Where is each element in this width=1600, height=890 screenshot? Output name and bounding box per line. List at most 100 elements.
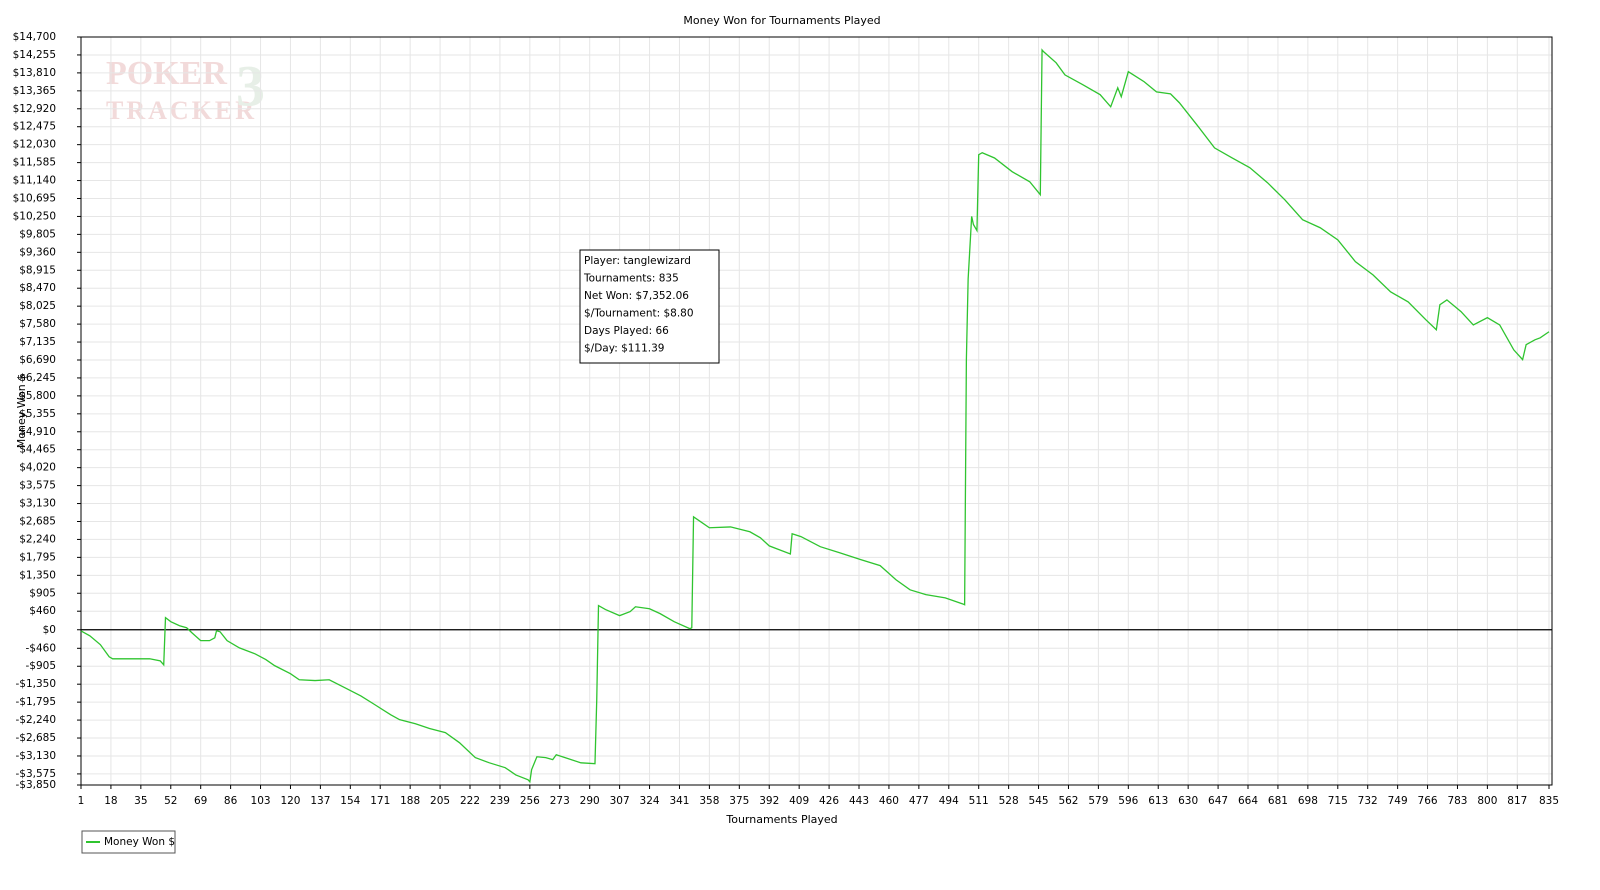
y-tick-label: $10,250 — [13, 210, 56, 222]
y-tick-label: $13,365 — [13, 85, 56, 97]
x-tick-label: 18 — [104, 795, 117, 807]
y-tick-label: $9,805 — [19, 228, 56, 240]
x-tick-label: 1 — [78, 795, 85, 807]
stats-text: Player: tanglewizard — [584, 255, 691, 267]
y-tick-label: $10,695 — [13, 192, 56, 204]
y-tick-label: $0 — [43, 624, 56, 636]
y-tick-label: $3,130 — [19, 498, 56, 510]
x-tick-label: 205 — [430, 795, 450, 807]
x-tick-label: 307 — [610, 795, 630, 807]
y-tick-label: $8,470 — [19, 282, 56, 294]
x-tick-label: 681 — [1268, 795, 1288, 807]
stats-box: Player: tanglewizard Tournaments: 835 Net … — [579, 249, 720, 364]
x-tick-label: 392 — [759, 795, 779, 807]
y-tick-label: $12,030 — [13, 139, 56, 151]
x-tick-label: 103 — [251, 795, 271, 807]
y-tick-label: -$3,850 — [15, 779, 56, 791]
x-tick-label: 562 — [1058, 795, 1078, 807]
x-axis-label: Tournaments Played — [725, 813, 837, 826]
chart-title: Money Won for Tournaments Played — [683, 14, 880, 27]
y-tick-label: $5,800 — [19, 390, 56, 402]
x-tick-label: 52 — [164, 795, 177, 807]
x-tick-label: 715 — [1328, 795, 1348, 807]
legend-label: Money Won $ — [104, 836, 175, 848]
y-tick-label: $11,585 — [13, 157, 56, 169]
y-tick-label: $6,245 — [19, 372, 56, 384]
y-tick-label: $3,575 — [19, 480, 56, 492]
x-tick-label: 324 — [640, 795, 660, 807]
x-tick-label: 35 — [134, 795, 147, 807]
x-tick-label: 528 — [999, 795, 1019, 807]
y-axis-label: Money Won $ — [15, 374, 28, 448]
y-tick-label: -$2,685 — [15, 732, 56, 744]
x-tick-label: 698 — [1298, 795, 1318, 807]
data-line — [80, 48, 1550, 784]
y-tick-label: $4,020 — [19, 462, 56, 474]
x-tick-label: 154 — [340, 795, 360, 807]
plot-frame — [80, 36, 1553, 786]
x-tick-label: 460 — [879, 795, 899, 807]
stats-text: $/Day: $111.39 — [584, 343, 664, 355]
y-tick-label: $14,255 — [13, 49, 56, 61]
x-tick-label: 137 — [310, 795, 330, 807]
x-tick-label: 86 — [224, 795, 238, 807]
y-tick-label: $7,135 — [19, 336, 56, 348]
y-tick-label: $8,025 — [19, 300, 56, 312]
x-tick-label: 749 — [1388, 795, 1408, 807]
x-tick-label: 579 — [1088, 795, 1108, 807]
x-tick-label: 664 — [1238, 795, 1258, 807]
x-tick-label: 835 — [1539, 795, 1559, 807]
y-tick-label: $6,690 — [19, 354, 56, 366]
stats-box-frame — [579, 249, 720, 364]
x-tick-label: 273 — [550, 795, 570, 807]
y-tick-label: -$905 — [25, 660, 56, 672]
x-tick-label: 545 — [1029, 795, 1049, 807]
stats-text: Net Won: $7,352.06 — [584, 290, 689, 302]
x-tick-label: 426 — [819, 795, 839, 807]
legend: Money Won $ — [81, 830, 176, 854]
y-tick-label: -$1,350 — [15, 678, 56, 690]
y-tick-label: $2,240 — [19, 533, 56, 545]
x-tick-label: 256 — [520, 795, 540, 807]
x-tick-label: 171 — [370, 795, 390, 807]
watermark: POKER TRACKER 3 — [106, 53, 265, 125]
x-tick-label: 290 — [580, 795, 600, 807]
x-tick-label: 120 — [280, 795, 300, 807]
y-tick-label: $12,475 — [13, 121, 56, 133]
x-tick-label: 477 — [909, 795, 929, 807]
y-tick-label: $2,685 — [19, 515, 56, 527]
x-tick-label: 630 — [1178, 795, 1198, 807]
x-tick-label: 494 — [939, 795, 959, 807]
y-tick-label: -$3,130 — [15, 750, 56, 762]
y-tick-label: -$460 — [25, 642, 56, 654]
y-tick-label: $9,360 — [19, 246, 56, 258]
y-tick-label: $5,355 — [19, 408, 56, 420]
x-tick-label: 409 — [789, 795, 809, 807]
y-tick-label: $460 — [29, 605, 56, 617]
stats-text: Tournaments: 835 — [583, 273, 679, 285]
x-tick-label: 732 — [1358, 795, 1378, 807]
watermark-text: TRACKER — [106, 96, 257, 125]
x-tick-label: 817 — [1507, 795, 1527, 807]
x-tick-label: 239 — [490, 795, 510, 807]
y-tick-label: -$3,575 — [15, 768, 56, 780]
x-tick-label: 766 — [1418, 795, 1438, 807]
y-tick-label: $12,920 — [13, 103, 56, 115]
x-tick-label: 443 — [849, 795, 869, 807]
legend-frame — [81, 830, 176, 854]
y-tick-label: $11,140 — [13, 175, 56, 187]
x-tick-label: 800 — [1477, 795, 1497, 807]
stats-text: $/Tournament: $8.80 — [584, 308, 694, 320]
y-tick-label: $4,910 — [19, 426, 56, 438]
y-tick-label: $13,810 — [13, 67, 56, 79]
y-tick-label: $1,795 — [19, 551, 56, 563]
stats-text: Days Played: 66 — [584, 325, 669, 337]
y-tick-label: $7,580 — [19, 318, 56, 330]
x-tick-label: 647 — [1208, 795, 1228, 807]
x-tick-label: 358 — [699, 795, 719, 807]
y-tick-label: -$2,240 — [15, 714, 56, 726]
x-tick-label: 341 — [669, 795, 689, 807]
